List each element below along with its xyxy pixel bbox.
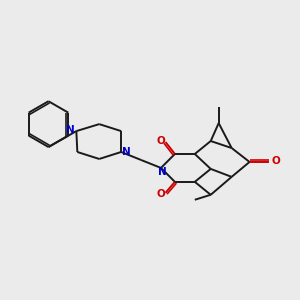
Text: O: O xyxy=(156,136,165,146)
Text: O: O xyxy=(271,156,280,166)
Text: N: N xyxy=(66,125,75,135)
Text: N: N xyxy=(158,167,166,177)
Text: N: N xyxy=(122,147,131,157)
Text: O: O xyxy=(156,189,165,199)
